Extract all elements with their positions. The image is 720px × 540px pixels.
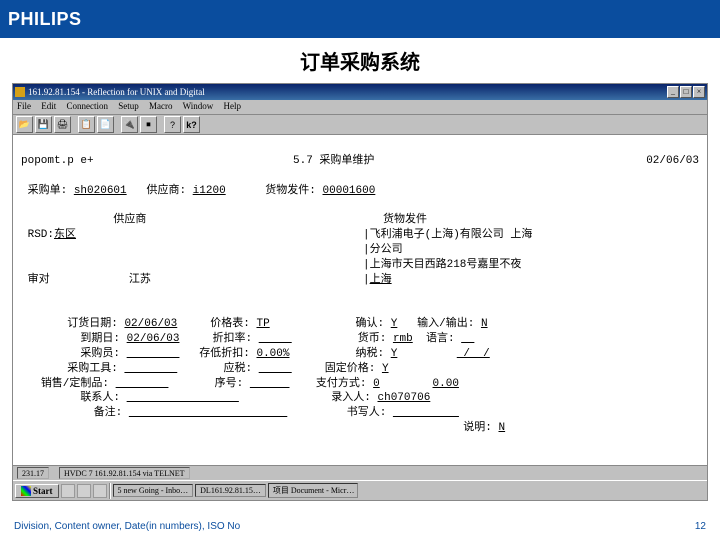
vendor-value[interactable]: i1200 [193,185,226,197]
titlebar: 161.92.81.154 - Reflection for UNIX and … [13,84,707,100]
taskbar-item[interactable]: 项目 Document - Micr… [268,483,358,498]
curr-label: 货币: [358,333,387,345]
writer-label: 书写人: [347,407,387,419]
maximize-button[interactable]: □ [680,86,692,98]
curr-value[interactable]: rmb [393,333,413,345]
sales-label: 销售/定制品: [41,378,109,390]
shipfrom-label: 货物发件: [265,185,316,197]
menu-edit[interactable]: Edit [41,101,56,111]
footer-left: Division, Content owner, Date(in numbers… [14,521,240,532]
enterer-value[interactable]: ch070706 [378,392,431,404]
status-mid: HVDC 7 161.92.81.154 via TELNET [59,467,190,479]
arrive-label: 到期日: [80,333,120,345]
program-name: popomt.p e+ [21,155,94,167]
slide-title: 订单采购系统 [0,38,720,83]
fixdisc-value[interactable]: 0.00% [256,348,289,360]
enterer-label: 录入人: [331,392,371,404]
arrive-value[interactable]: 02/06/03 [127,333,180,345]
buyer-label: 采购员: [80,348,120,360]
ship-line2: 分公司 [370,244,403,256]
taskbar-item[interactable]: 5 new Going - Inbo… [113,484,194,497]
paid-label: 纳税: [356,348,385,360]
order-date-label: 订货日期: [67,318,118,330]
print-label: 说明: [463,422,492,434]
quicklaunch-icon[interactable] [77,484,91,498]
remark-label: 备注: [94,407,123,419]
buyitem-label: 采购工具: [67,363,118,375]
vendor-label: 供应商: [146,185,186,197]
shipfrom-value[interactable]: 00001600 [323,185,376,197]
lang-label: 语言: [426,333,455,345]
date-slash[interactable]: / / [457,348,490,360]
status-left: 231.17 [17,467,49,479]
menu-help[interactable]: Help [224,101,242,111]
fixprice-value[interactable]: Y [382,363,389,375]
payment-a[interactable]: 0 [373,378,380,390]
app-window: 161.92.81.154 - Reflection for UNIX and … [12,83,708,501]
brand-logo: PHILIPS [8,9,82,30]
supplier-header: 供应商 [113,214,146,226]
quicklaunch-icon[interactable] [61,484,75,498]
terminal-screen: popomt.p e+ 5.7 采购单维护 02/06/03 采购单: sh0206… [13,135,707,465]
tool-copy-icon[interactable]: 📋 [78,116,95,133]
start-button[interactable]: Start [15,484,59,498]
inspect-value: 江苏 [129,274,151,286]
toolbar: 📂 💾 🖨 📋 📄 🔌 ⏹ ? k? [13,115,707,135]
seq-label: 序号: [215,378,244,390]
io-label: 输入/输出: [417,318,474,330]
io-value[interactable]: N [481,318,488,330]
windows-icon [21,486,31,496]
paid-value[interactable]: Y [391,348,398,360]
payment-label: 支付方式: [316,378,367,390]
po-label: 采购单: [28,185,68,197]
tool-stop-icon[interactable]: ⏹ [140,116,157,133]
quicklaunch-icon[interactable] [93,484,107,498]
taskbar-item[interactable]: DL161.92.81.15… [195,484,266,497]
rsd-value[interactable]: 东区 [54,229,76,241]
confirm-label: 确认: [356,318,385,330]
minimize-button[interactable]: _ [667,86,679,98]
po-value[interactable]: sh020601 [74,185,127,197]
ship-line1: 飞利浦电子(上海)有限公司 上海 [370,229,533,241]
tool-connect-icon[interactable]: 🔌 [121,116,138,133]
tax-label: 应税: [223,363,252,375]
menubar: File Edit Connection Setup Macro Window … [13,100,707,115]
ship-line3: 上海市天目西路218号嘉里不夜 [370,259,522,271]
tool-help-icon[interactable]: ? [164,116,181,133]
app-icon [15,87,25,97]
tool-print-icon[interactable]: 🖨 [54,116,71,133]
close-button[interactable]: × [693,86,705,98]
rsd-label: RSD: [28,229,54,241]
tool-whatsthis-icon[interactable]: k? [183,116,200,133]
menu-macro[interactable]: Macro [149,101,173,111]
slide-footer: Division, Content owner, Date(in numbers… [14,521,706,532]
contact-label: 联系人: [80,392,120,404]
fixdisc-label: 存低折扣: [199,348,250,360]
pricelist-value[interactable]: TP [256,318,269,330]
inspect-label: 审对 [28,274,50,286]
statusbar: 231.17 HVDC 7 161.92.81.154 via TELNET [13,465,707,480]
ship-line4: 上海 [370,274,392,286]
tool-save-icon[interactable]: 💾 [35,116,52,133]
discount-label: 折扣率: [212,333,252,345]
fixprice-label: 固定价格: [325,363,376,375]
brand-banner: PHILIPS [0,0,720,38]
menu-connection[interactable]: Connection [67,101,109,111]
screen-date: 02/06/03 [646,154,699,169]
print-value[interactable]: N [499,422,506,434]
menu-window[interactable]: Window [183,101,214,111]
tool-paste-icon[interactable]: 📄 [97,116,114,133]
tool-open-icon[interactable]: 📂 [16,116,33,133]
screen-title: 5.7 采购单维护 [293,154,374,169]
shipfrom-header: 货物发件 [383,213,427,228]
order-date-value[interactable]: 02/06/03 [124,318,177,330]
payment-b[interactable]: 0.00 [433,378,459,390]
menu-file[interactable]: File [17,101,31,111]
pricelist-label: 价格表: [210,318,250,330]
taskbar: Start 5 new Going - Inbo… DL161.92.81.15… [13,480,707,500]
confirm-value[interactable]: Y [391,318,398,330]
window-title: 161.92.81.154 - Reflection for UNIX and … [28,87,667,97]
menu-setup[interactable]: Setup [118,101,139,111]
slide-number: 12 [695,521,706,532]
